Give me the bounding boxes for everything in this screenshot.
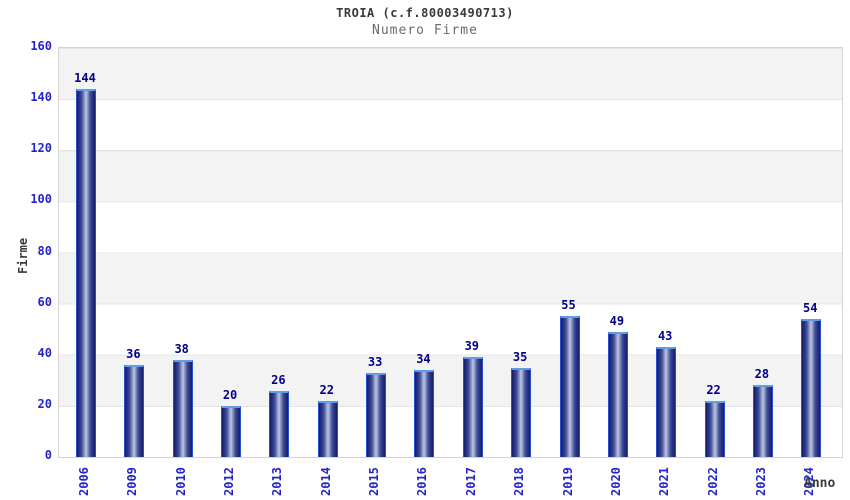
bar-value-label: 22: [319, 383, 334, 397]
y-tick-label: 40: [37, 345, 52, 360]
bar: [511, 368, 532, 457]
y-tick-label: 80: [37, 243, 52, 258]
y-tick-label: 160: [30, 39, 52, 53]
x-tick-label: 2018: [512, 467, 527, 496]
bar-value-label: 38: [174, 342, 189, 356]
bar: [752, 385, 773, 457]
x-tick-label: 2015: [367, 467, 382, 496]
bar-value-label: 55: [561, 298, 576, 312]
bar: [462, 357, 483, 457]
bar: [317, 401, 338, 457]
chart-title: TROIA (c.f.80003490713): [336, 6, 514, 20]
bar-value-label: 22: [706, 383, 721, 397]
plot-area: [58, 47, 843, 458]
bar: [656, 347, 677, 457]
x-tick-label: 2012: [222, 467, 237, 496]
bar-value-label: 33: [367, 355, 383, 369]
y-tick-label: 140: [30, 90, 52, 105]
bar-value-label: 20: [222, 388, 238, 402]
bar: [172, 360, 193, 457]
y-tick-label: 120: [30, 141, 52, 156]
x-tick-label: 2019: [560, 467, 575, 496]
chart-subtitle: Numero Firme: [372, 23, 478, 38]
bar: [221, 406, 242, 457]
x-tick-label: 2013: [270, 467, 285, 496]
x-tick-label: 2021: [657, 467, 672, 496]
y-tick-label: 60: [37, 294, 52, 309]
bar: [559, 316, 580, 457]
bar-value-label: 26: [271, 373, 286, 387]
bar-value-label: 34: [416, 352, 431, 366]
x-axis-title: Anno: [804, 476, 836, 491]
x-tick-label: 2014: [318, 467, 333, 496]
x-tick-label: 2006: [77, 467, 91, 496]
bar-value-label: 35: [512, 350, 528, 364]
y-tick-label: 0: [44, 448, 52, 462]
y-tick-label: 20: [37, 396, 52, 411]
bar: [414, 370, 435, 457]
bar-value-label: 39: [464, 339, 480, 353]
bar: [269, 391, 290, 457]
bar: [607, 332, 628, 457]
bar-value-label: 28: [754, 367, 770, 381]
x-tick-label: 2016: [415, 467, 430, 496]
x-tick-label: 2017: [463, 467, 478, 496]
bar-value-label: 54: [803, 301, 818, 315]
y-tick-label: 100: [30, 192, 52, 207]
bar: [366, 373, 387, 457]
x-tick-label: 2020: [608, 467, 623, 496]
x-tick-label: 2010: [173, 467, 188, 496]
bar: [76, 89, 96, 457]
bar: [801, 319, 822, 457]
bar-value-label: 43: [657, 329, 673, 343]
x-tick-label: 2022: [705, 467, 720, 496]
x-tick-label: 2009: [125, 467, 140, 496]
bar-value-label: 144: [74, 71, 96, 85]
bar: [704, 401, 725, 457]
bar-value-label: 49: [609, 314, 625, 328]
x-tick-label: 2023: [753, 467, 768, 496]
bar-value-label: 36: [126, 347, 141, 361]
bar: [124, 365, 145, 457]
